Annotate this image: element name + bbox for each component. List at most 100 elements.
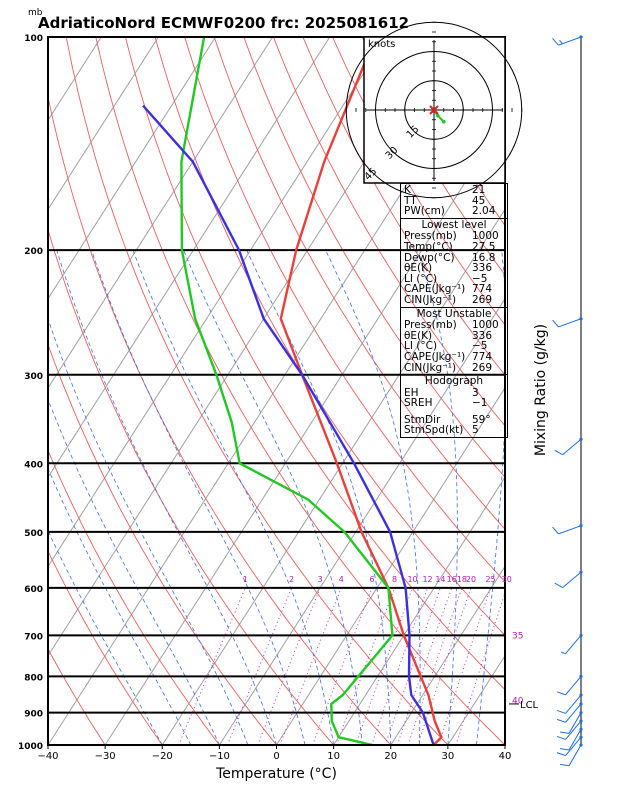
x-tick-label: −10 bbox=[209, 751, 230, 762]
theta-e-label: 40 bbox=[512, 696, 524, 706]
x-tick-label: 30 bbox=[442, 751, 455, 762]
isotherm-line bbox=[276, 387, 505, 745]
index-row: TT 45 bbox=[404, 194, 486, 207]
index-row: θE(K) 336 bbox=[404, 262, 493, 275]
mixing-ratio-label: 1 bbox=[243, 575, 248, 584]
mixing-ratio-label: 10 bbox=[407, 575, 417, 584]
wind-barb-feather bbox=[559, 39, 563, 45]
hodograph-unit-label: knots bbox=[368, 39, 395, 50]
moist-adiabat-line bbox=[183, 249, 363, 745]
mixing-ratio-line bbox=[336, 587, 396, 745]
x-tick-label: 0 bbox=[273, 751, 279, 762]
series-line-dewp bbox=[180, 37, 394, 745]
moist-adiabat-line bbox=[48, 529, 163, 745]
pressure-tick-label: 1000 bbox=[18, 742, 43, 752]
wind-barb-shaft bbox=[565, 703, 582, 723]
mixing-ratio-label: 16 bbox=[447, 575, 457, 584]
mixing-ratio-label: 25 bbox=[485, 575, 495, 584]
wind-barb bbox=[561, 633, 583, 655]
indices-panel: K 21 TT 45 PW(cm) 2.04 Lowest level Press(m… bbox=[400, 183, 508, 439]
dry-adiabat-line bbox=[48, 227, 334, 745]
moist-adiabat-line bbox=[91, 249, 306, 745]
wind-barb-feather bbox=[554, 449, 563, 456]
mixing-ratio-line bbox=[396, 587, 453, 745]
lowest-level-title: Lowest level bbox=[421, 218, 487, 231]
mixing-ratio-line bbox=[312, 587, 373, 745]
wind-barb-shaft bbox=[565, 694, 582, 714]
isotherm-line bbox=[48, 37, 159, 211]
isotherm-line bbox=[48, 37, 388, 568]
wind-barb-feather bbox=[554, 582, 563, 589]
lcl-label: LCL bbox=[520, 700, 539, 711]
dry-adiabat-line bbox=[95, 37, 505, 745]
chart-title: AdriaticoNord ECMWF0200 frc: 2025081612 bbox=[38, 14, 409, 32]
mixing-ratio-label: 4 bbox=[339, 575, 344, 584]
most-unstable-title: Most Unstable bbox=[416, 307, 492, 320]
mixing-ratio-label: 18 bbox=[457, 575, 467, 584]
pressure-unit-label: mb bbox=[28, 8, 43, 18]
wind-barb-feather bbox=[561, 651, 566, 655]
wind-barb-feather bbox=[556, 718, 566, 723]
wind-barb-shaft bbox=[568, 712, 582, 734]
dry-adiabat-line bbox=[510, 37, 618, 745]
dry-adiabat-line bbox=[48, 550, 163, 745]
pressure-tick-label: 300 bbox=[24, 372, 43, 382]
mixing-ratio-label: 20 bbox=[466, 575, 476, 584]
x-tick-label: −20 bbox=[152, 751, 173, 762]
mixing-ratio-axis-label: Mixing Ratio (g/kg) bbox=[533, 324, 549, 456]
moist-adiabat-line bbox=[48, 398, 220, 745]
isotherm-line bbox=[48, 37, 331, 479]
wind-barb-shaft bbox=[565, 720, 582, 740]
x-axis-label: Temperature (°C) bbox=[215, 766, 337, 782]
wind-barb-feather bbox=[552, 319, 559, 328]
index-row: CAPE(Jkg⁻¹) 774 bbox=[404, 283, 493, 296]
isotherm-line bbox=[390, 565, 505, 745]
hodograph-section: Hodograph EH 3 SREH −1 StmDir 59° StmSpd(kt… bbox=[400, 375, 508, 439]
wind-barb bbox=[560, 711, 583, 734]
mixing-ratio-label: 8 bbox=[392, 575, 397, 584]
wind-barb-feather bbox=[552, 526, 559, 535]
indices-top-section: K 21 TT 45 PW(cm) 2.04 bbox=[400, 183, 508, 219]
wind-barb bbox=[556, 674, 583, 696]
wind-barb bbox=[552, 317, 583, 328]
wind-barb-shaft bbox=[558, 36, 582, 46]
index-row: StmDir 59° bbox=[404, 413, 491, 426]
wind-barb bbox=[552, 35, 583, 46]
wind-barb-shaft bbox=[565, 676, 582, 696]
pressure-tick-label: 600 bbox=[24, 585, 43, 595]
wind-barb-feather bbox=[556, 735, 566, 740]
wind-barb bbox=[556, 735, 583, 757]
index-row: CIN(Jkg⁻¹) 269 bbox=[404, 293, 493, 306]
dry-adiabat-line bbox=[302, 37, 505, 376]
mixing-ratio-label: 3 bbox=[318, 575, 323, 584]
wind-barb-shaft bbox=[562, 438, 582, 456]
x-tick-label: 40 bbox=[499, 751, 512, 762]
hodograph-point bbox=[441, 119, 446, 124]
mixing-ratio-label: 30 bbox=[502, 575, 512, 584]
dry-adiabat-line bbox=[154, 37, 505, 636]
index-row: LI (°C) −5 bbox=[404, 272, 488, 285]
theta-e-label: 35 bbox=[512, 631, 523, 641]
mixing-ratio-line bbox=[227, 587, 293, 745]
wind-barb-shaft bbox=[562, 571, 582, 588]
dry-adiabat-line bbox=[48, 95, 392, 745]
wind-barb bbox=[552, 524, 583, 535]
wind-barb-feather bbox=[556, 691, 566, 696]
wind-barb bbox=[556, 719, 583, 740]
mixing-ratio-label: 14 bbox=[435, 575, 445, 584]
plot-area bbox=[48, 37, 618, 745]
index-row: Dewp(°C) 16.8 bbox=[404, 251, 496, 264]
x-tick-label: −40 bbox=[37, 751, 58, 762]
most-unstable-section: Most Unstable Press(mb) 1000 θE(K) 336 LI … bbox=[400, 307, 508, 376]
mixing-ratio-label: 12 bbox=[422, 575, 432, 584]
wind-barb-feather bbox=[560, 763, 570, 767]
wind-barb-shaft bbox=[565, 736, 582, 756]
x-tick-label: −30 bbox=[95, 751, 116, 762]
mixing-ratio-label: 2 bbox=[289, 575, 294, 584]
wind-barb bbox=[554, 570, 583, 589]
dry-adiabat-line bbox=[540, 37, 618, 745]
dry-adiabat-line bbox=[48, 647, 106, 745]
index-row: Temp(°C) 27.5 bbox=[404, 240, 496, 253]
pressure-tick-label: 200 bbox=[24, 247, 43, 257]
